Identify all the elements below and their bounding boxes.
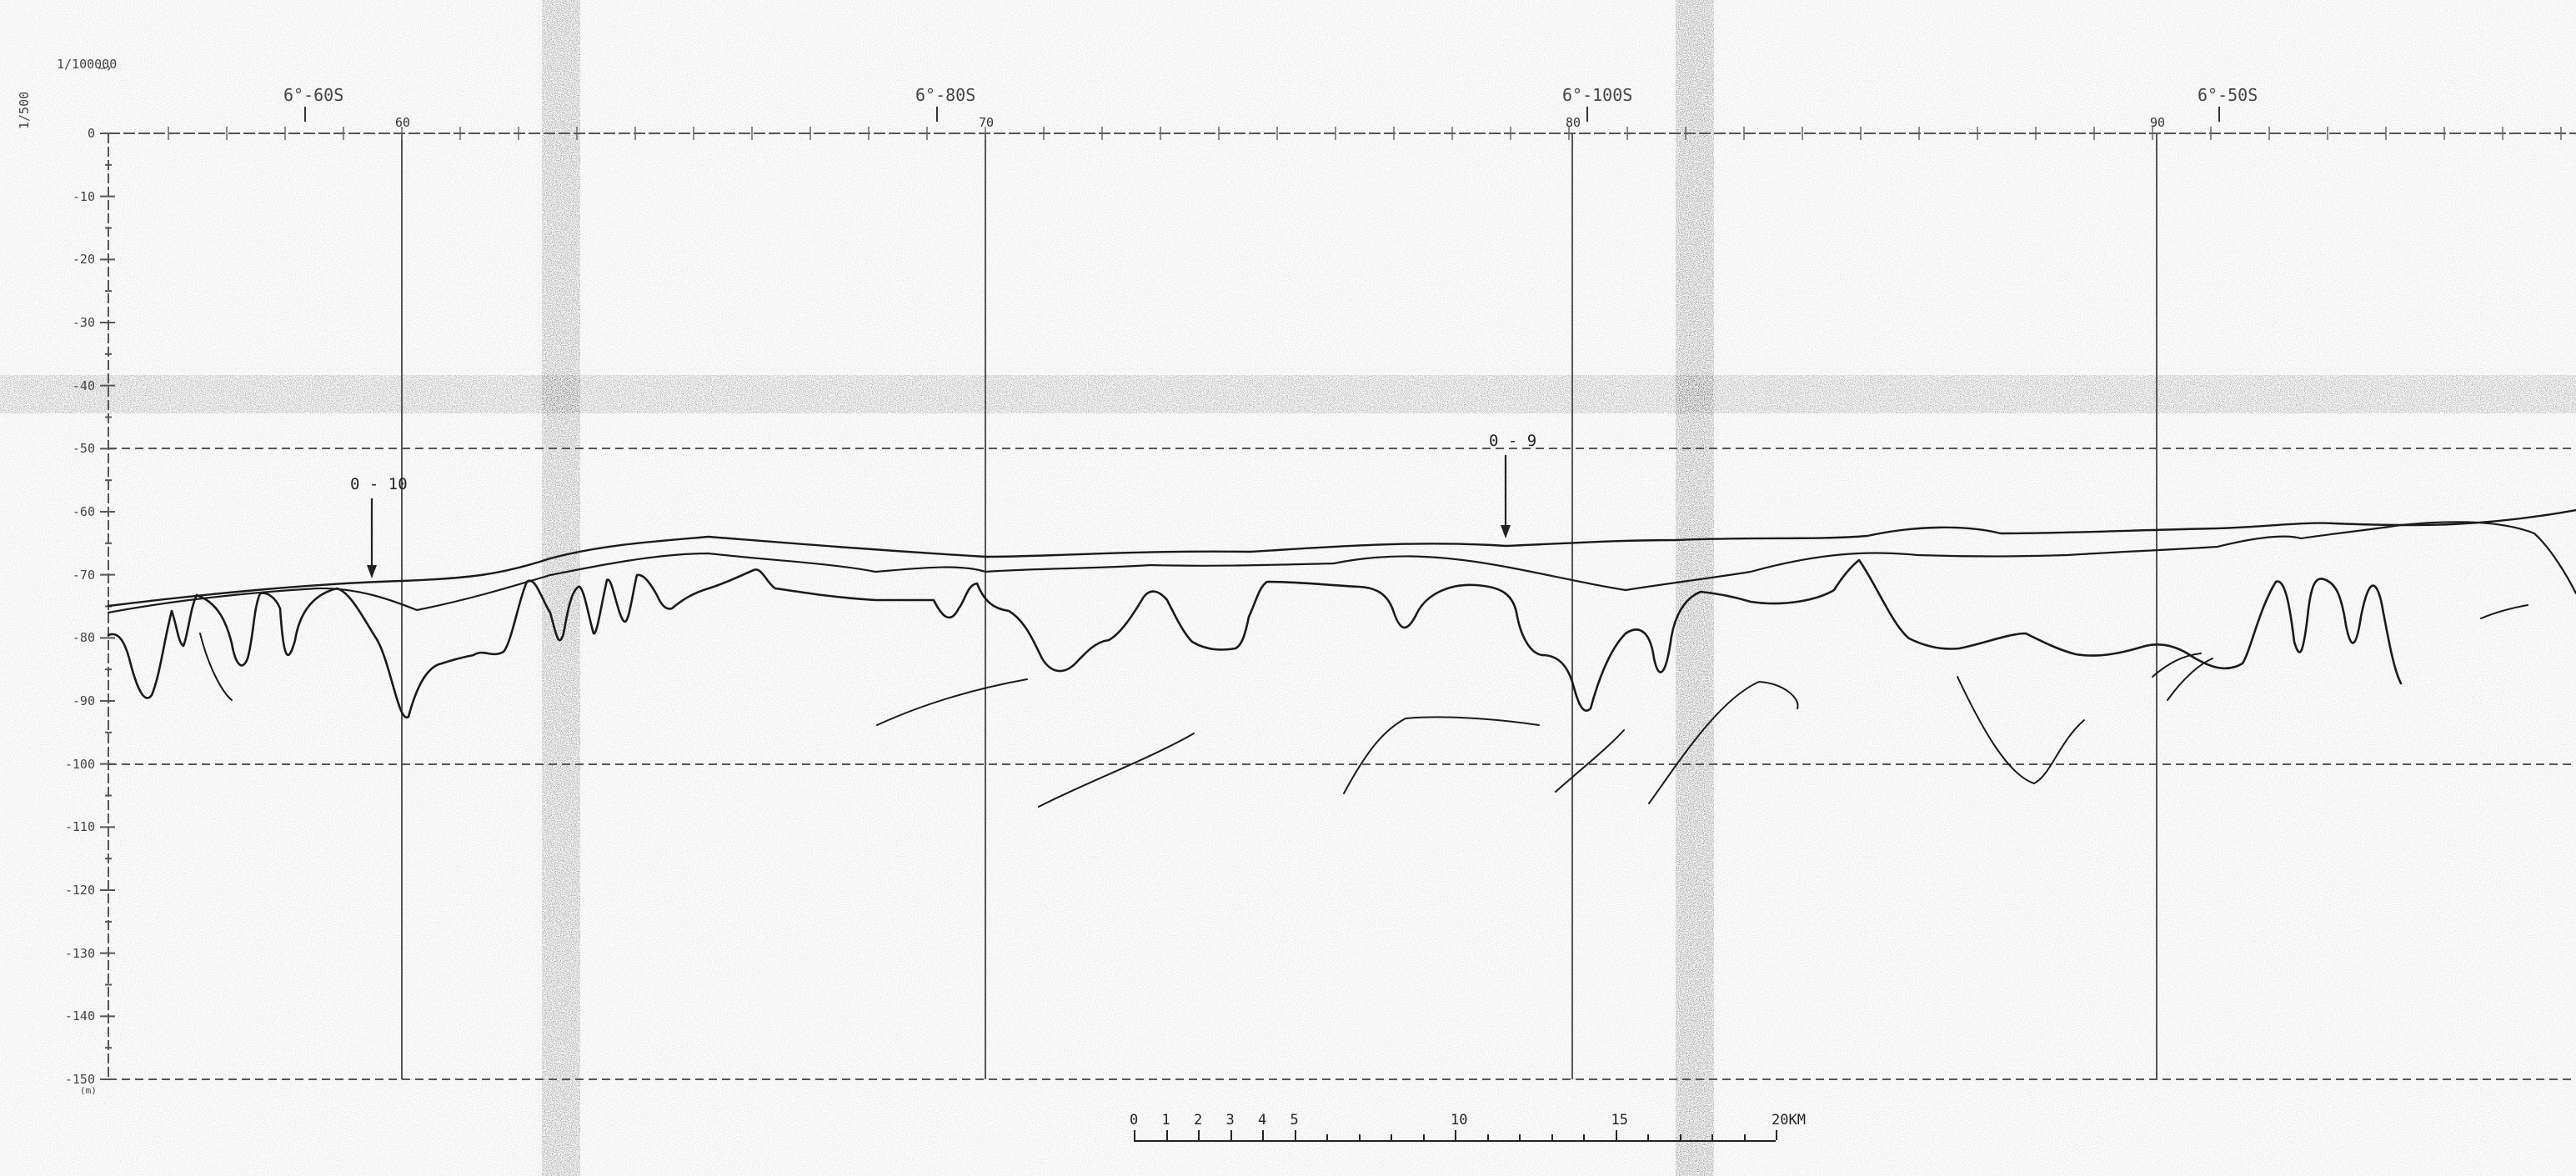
depth-label: -70 — [72, 567, 95, 583]
sea-floor-line — [107, 508, 2576, 608]
deep-reflector-8 — [2152, 653, 2202, 678]
km-scale-label: 10 — [1451, 1112, 1468, 1128]
km-scale-tick — [1165, 1130, 1168, 1140]
depth-label: -120 — [64, 883, 95, 898]
km-scale-tick — [1422, 1134, 1425, 1140]
km-scale-tick — [1583, 1134, 1585, 1140]
km-scale-tick — [1455, 1130, 1456, 1140]
km-scale-label: 0 — [1130, 1112, 1139, 1128]
depth-label: -140 — [64, 1008, 95, 1024]
reflector-upper — [107, 521, 2576, 614]
gridline-label-90: 90 — [2150, 115, 2166, 130]
km-scale-tick — [1743, 1134, 1746, 1140]
deep-reflector-10 — [2480, 604, 2528, 619]
depth-unit-label: (m) — [80, 1085, 97, 1096]
distance-minor-ticks — [168, 127, 2562, 140]
reflector-channelled — [107, 558, 2403, 719]
depth-label: 0 — [87, 126, 95, 141]
core-arrows — [367, 455, 1511, 578]
km-scale-baseline — [1134, 1140, 1776, 1142]
km-scale-tick — [1711, 1134, 1713, 1140]
depth-axis-ticks — [100, 133, 115, 1080]
station-markers — [304, 107, 2220, 122]
scale-arrow: —› — [98, 62, 113, 75]
gridline-label-60: 60 — [395, 115, 411, 130]
km-scale-tick — [1551, 1134, 1553, 1140]
km-scale-tick — [1230, 1130, 1232, 1140]
deep-reflector-4 — [1343, 716, 1540, 794]
depth-label: -40 — [72, 378, 95, 393]
km-scale-label: 1 — [1161, 1112, 1170, 1128]
depth-label: -50 — [72, 441, 95, 457]
km-scale-label: 2 — [1194, 1112, 1203, 1128]
km-scale-tick — [1134, 1130, 1135, 1140]
core-o10-arrow — [367, 498, 377, 578]
depth-label: -80 — [72, 630, 95, 646]
depth-label: -110 — [64, 819, 95, 835]
km-scale-label: 20KM — [1772, 1112, 1806, 1128]
station-label-2: 6°-80S — [915, 85, 976, 105]
depth-label: -10 — [72, 188, 95, 204]
deep-reflector-9 — [2167, 658, 2213, 701]
core-o9-arrow — [1501, 455, 1511, 538]
km-scale-tick — [1358, 1134, 1361, 1140]
km-scale-tick — [1776, 1130, 1777, 1140]
depth-label: -100 — [64, 756, 95, 772]
km-scale-tick — [1486, 1134, 1489, 1140]
station-label-1: 6°-60S — [283, 85, 344, 105]
deep-reflector-2 — [876, 678, 1028, 726]
km-scale-label: 3 — [1225, 1112, 1235, 1128]
depth-label: -150 — [64, 1072, 95, 1087]
deep-reflector-3 — [1038, 733, 1195, 808]
km-scale-tick — [1198, 1130, 1200, 1140]
deep-reflector-6 — [1648, 681, 1799, 804]
km-scale-label: 15 — [1611, 1112, 1628, 1128]
gridline-label-70: 70 — [979, 115, 995, 130]
depth-label: -30 — [72, 315, 95, 330]
vertical-scale-label: 1/500 — [17, 91, 32, 129]
km-scale-tick — [1262, 1130, 1264, 1140]
km-scale-tick — [1615, 1130, 1617, 1140]
deep-reflector-5 — [1555, 729, 1625, 793]
core-label-o9: 0 - 9 — [1489, 432, 1537, 450]
km-scale-label: 4 — [1258, 1112, 1267, 1128]
station-label-4: 6°-50S — [2198, 85, 2258, 105]
km-scale-tick — [1294, 1130, 1296, 1140]
horizontal-scale-label: 1/100000 — [57, 57, 118, 72]
depth-label: -90 — [72, 693, 95, 708]
gridline-label-80: 80 — [1566, 115, 1581, 130]
km-scale-tick — [1647, 1134, 1649, 1140]
km-scale-tick — [1519, 1134, 1521, 1140]
km-scale-tick — [1679, 1134, 1681, 1140]
profile-grid — [108, 133, 2576, 1080]
depth-label: -130 — [64, 945, 95, 961]
station-label-3: 6°-100S — [1562, 85, 1633, 105]
depth-label: -20 — [72, 252, 95, 268]
km-scale-tick — [1391, 1134, 1392, 1140]
depth-label: -60 — [72, 504, 95, 519]
deep-reflector-1 — [199, 633, 233, 701]
km-scale-label: 5 — [1290, 1112, 1299, 1128]
deep-reflector-7 — [1957, 676, 2085, 784]
seismic-profile-traces — [107, 508, 2576, 808]
km-scale-tick — [1326, 1134, 1328, 1140]
deep-reflector-fragments — [199, 604, 2528, 808]
core-label-o10: 0 - 10 — [350, 475, 408, 493]
